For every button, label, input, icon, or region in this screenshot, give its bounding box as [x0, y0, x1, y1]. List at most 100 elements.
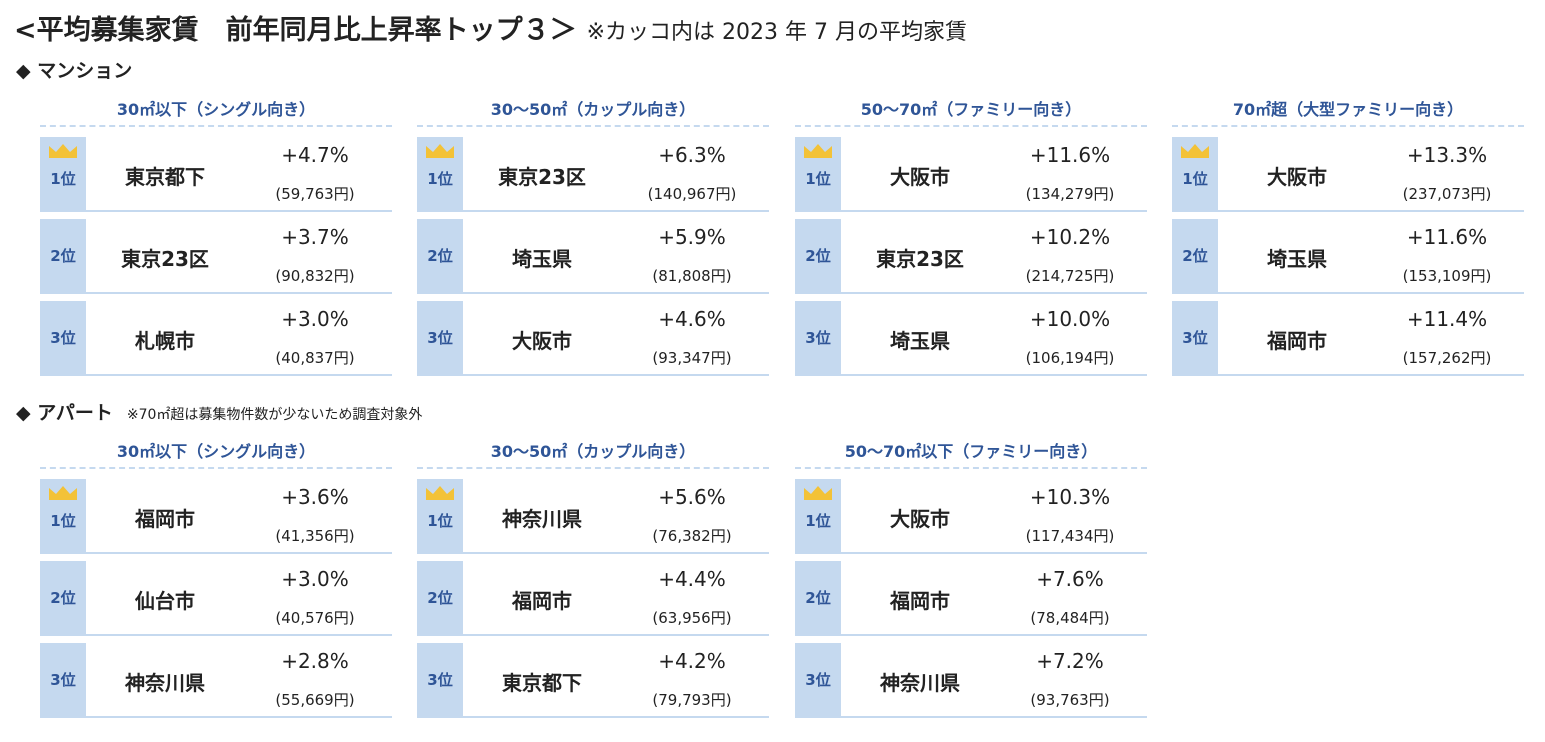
rank-cell: 3位	[40, 643, 86, 718]
divider	[795, 125, 1147, 127]
average-rent: (59,763円)	[275, 185, 355, 203]
average-rent: (78,484円)	[1030, 609, 1110, 627]
group-title: 30㎡以下（シングル向き）	[116, 442, 316, 461]
crown-icon	[49, 486, 77, 500]
rank-label: 2位	[1182, 247, 1208, 265]
rank-cell: 2位	[795, 219, 841, 294]
change-rate: +7.6%	[1036, 567, 1104, 591]
title-text: <平均募集家賃 前年同月比上昇率トップ３＞	[14, 15, 577, 46]
change-rate: +10.2%	[1029, 225, 1111, 249]
rank-row: 2位 福岡市 +7.6% (78,484円)	[795, 561, 1147, 636]
average-rent: (81,808円)	[652, 267, 732, 285]
divider	[1172, 125, 1524, 127]
change-rate: +2.8%	[281, 649, 349, 673]
change-rate: +13.3%	[1406, 143, 1488, 167]
rank-row: 1位 大阪市 +10.3% (117,434円)	[795, 479, 1147, 554]
city: 福岡市	[135, 507, 195, 531]
rank-cell: 1位	[795, 137, 841, 212]
rank-cell: 1位	[40, 479, 86, 554]
rank-cell: 3位	[417, 643, 463, 718]
rank-cell: 1位	[40, 137, 86, 212]
rank-label: 3位	[50, 329, 76, 347]
rank-label: 1位	[427, 170, 453, 188]
rank-cell: 3位	[417, 301, 463, 376]
change-rate: +4.4%	[658, 567, 726, 591]
group-title: 30～50㎡（カップル向き）	[490, 100, 696, 119]
city: 神奈川県	[502, 507, 582, 531]
city: 大阪市	[512, 329, 572, 353]
average-rent: (117,434円)	[1025, 527, 1115, 545]
rank-label: 3位	[427, 329, 453, 347]
average-rent: (106,194円)	[1025, 349, 1115, 367]
title: <平均募集家賃 前年同月比上昇率トップ３＞ ※カッコ内は 2023 年 7 月の平…	[14, 8, 967, 47]
rank-row: 1位 神奈川県 +5.6% (76,382円)	[417, 479, 769, 554]
city: 東京都下	[125, 165, 205, 189]
group-title: 50～70㎡（ファミリー向き）	[860, 100, 1082, 119]
city: 埼玉県	[890, 329, 950, 353]
change-rate: +7.2%	[1036, 649, 1104, 673]
rank-row: 3位 東京都下 +4.2% (79,793円)	[417, 643, 769, 718]
change-rate: +11.6%	[1406, 225, 1488, 249]
rank-label: 3位	[1182, 329, 1208, 347]
rank-label: 2位	[805, 247, 831, 265]
rank-label: 3位	[805, 671, 831, 689]
change-rate: +10.3%	[1029, 485, 1111, 509]
divider	[795, 467, 1147, 469]
rank-label: 2位	[427, 589, 453, 607]
rank-row: 2位 福岡市 +4.4% (63,956円)	[417, 561, 769, 636]
rank-label: 1位	[805, 512, 831, 530]
rank-row: 3位 福岡市 +11.4% (157,262円)	[1172, 301, 1524, 376]
change-rate: +4.6%	[658, 307, 726, 331]
rank-cell: 2位	[1172, 219, 1218, 294]
section-heading: ◆ アパート ※70㎡超は募集物件数が少ないため調査対象外	[16, 398, 422, 425]
rank-cell: 2位	[40, 561, 86, 636]
city: 大阪市	[1267, 165, 1327, 189]
rank-cell: 1位	[417, 137, 463, 212]
change-rate: +5.9%	[658, 225, 726, 249]
city: 仙台市	[135, 589, 195, 613]
rank-cell: 3位	[795, 301, 841, 376]
change-rate: +3.6%	[281, 485, 349, 509]
rank-label: 1位	[50, 170, 76, 188]
city: 東京23区	[498, 165, 586, 189]
rank-row: 2位 埼玉県 +5.9% (81,808円)	[417, 219, 769, 294]
city: 福岡市	[512, 589, 572, 613]
city: 大阪市	[890, 165, 950, 189]
heading-text: ◆ アパート	[16, 402, 113, 424]
rank-label: 1位	[805, 170, 831, 188]
rank-cell: 2位	[40, 219, 86, 294]
group-title: 50～70㎡以下（ファミリー向き）	[844, 442, 1098, 461]
average-rent: (214,725円)	[1025, 267, 1115, 285]
change-rate: +3.7%	[281, 225, 349, 249]
section-note: ※70㎡超は募集物件数が少ないため調査対象外	[126, 407, 423, 423]
group-title: 30㎡以下（シングル向き）	[116, 100, 316, 119]
crown-icon	[1181, 144, 1209, 158]
crown-icon	[804, 486, 832, 500]
crown-icon	[49, 144, 77, 158]
rank-label: 2位	[50, 589, 76, 607]
change-rate: +10.0%	[1029, 307, 1111, 331]
city: 札幌市	[135, 329, 195, 353]
change-rate: +3.0%	[281, 307, 349, 331]
rank-label: 2位	[427, 247, 453, 265]
average-rent: (140,967円)	[647, 185, 737, 203]
city: 福岡市	[890, 589, 950, 613]
average-rent: (134,279円)	[1025, 185, 1115, 203]
rank-row: 2位 東京23区 +10.2% (214,725円)	[795, 219, 1147, 294]
rank-label: 3位	[805, 329, 831, 347]
rank-label: 3位	[50, 671, 76, 689]
average-rent: (40,576円)	[275, 609, 355, 627]
rank-row: 2位 東京23区 +3.7% (90,832円)	[40, 219, 392, 294]
rank-label: 2位	[805, 589, 831, 607]
group-title: 30～50㎡（カップル向き）	[490, 442, 696, 461]
change-rate: +4.7%	[281, 143, 349, 167]
average-rent: (157,262円)	[1402, 349, 1492, 367]
divider	[40, 125, 392, 127]
title-note: ※カッコ内は 2023 年 7 月の平均家賃	[586, 20, 968, 45]
rank-row: 1位 福岡市 +3.6% (41,356円)	[40, 479, 392, 554]
rank-label: 1位	[50, 512, 76, 530]
rank-label: 2位	[50, 247, 76, 265]
rank-label: 1位	[427, 512, 453, 530]
